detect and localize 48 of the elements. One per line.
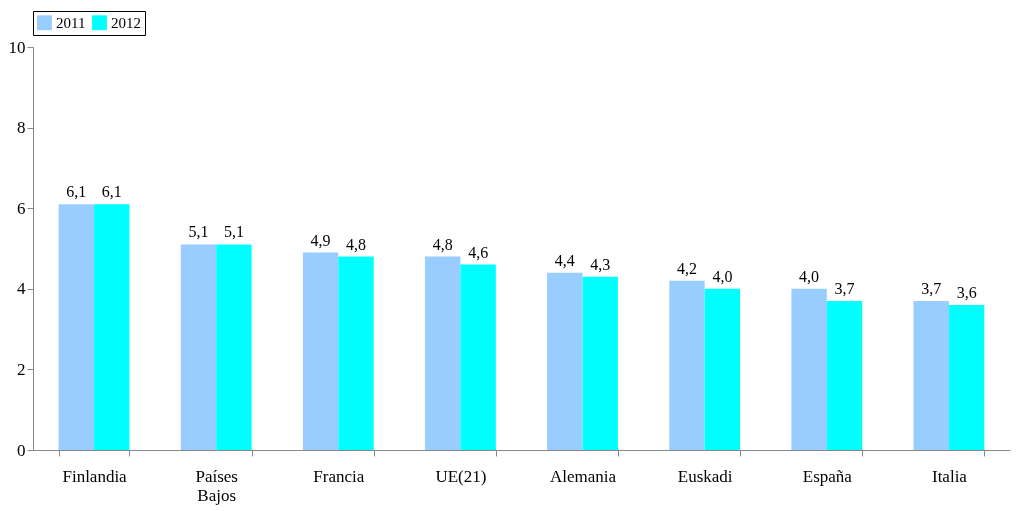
bar	[948, 304, 985, 450]
legend-label: 2011	[56, 14, 86, 31]
bar	[216, 244, 252, 450]
x-tick-label: Francia	[313, 466, 365, 486]
data-label: 6,1	[101, 183, 122, 201]
x-tick-label: España	[802, 466, 853, 486]
y-tick-label: 4	[17, 279, 26, 299]
x-tick-label: UE(21)	[435, 466, 487, 486]
data-label: 4,0	[799, 267, 820, 285]
y-tick-label: 10	[8, 37, 26, 57]
data-label: 3,7	[834, 279, 855, 297]
bar	[94, 204, 130, 450]
data-label: 3,6	[956, 283, 977, 301]
data-label: 4,8	[432, 235, 453, 253]
data-label: 4,6	[468, 243, 489, 261]
data-label: 4,0	[712, 267, 733, 285]
bar	[338, 256, 374, 450]
data-label: 6,1	[66, 183, 87, 201]
bar	[460, 264, 496, 450]
y-tick-label: 0	[17, 440, 26, 460]
bar	[547, 272, 583, 450]
y-tick-label: 8	[17, 118, 26, 138]
data-label: 5,1	[223, 223, 244, 241]
x-tick-label: Euskadi	[677, 466, 733, 486]
y-tick-label: 2	[17, 359, 26, 379]
data-label: 4,4	[554, 251, 575, 269]
legend-label: 2012	[111, 14, 141, 31]
data-label: 4,8	[346, 235, 367, 253]
data-label: 3,7	[921, 279, 942, 297]
data-label: 4,2	[676, 259, 697, 277]
x-tick-label: Finlandia	[62, 466, 128, 486]
bar	[791, 288, 827, 450]
bar	[58, 204, 95, 450]
bar	[302, 252, 339, 450]
data-label: 4,9	[310, 231, 331, 249]
y-tick-label: 6	[17, 198, 26, 218]
bar	[826, 300, 863, 450]
bar	[704, 288, 741, 450]
bar	[913, 300, 949, 450]
bar	[582, 276, 618, 450]
x-tick-label: Alemania	[550, 466, 617, 486]
bar	[669, 280, 705, 450]
x-tick-label: Países Bajos	[195, 466, 238, 505]
bar	[180, 244, 217, 450]
data-label: 5,1	[188, 223, 209, 241]
bar	[425, 256, 461, 450]
data-label: 4,3	[590, 255, 611, 273]
x-tick-label: Italia	[931, 466, 968, 486]
